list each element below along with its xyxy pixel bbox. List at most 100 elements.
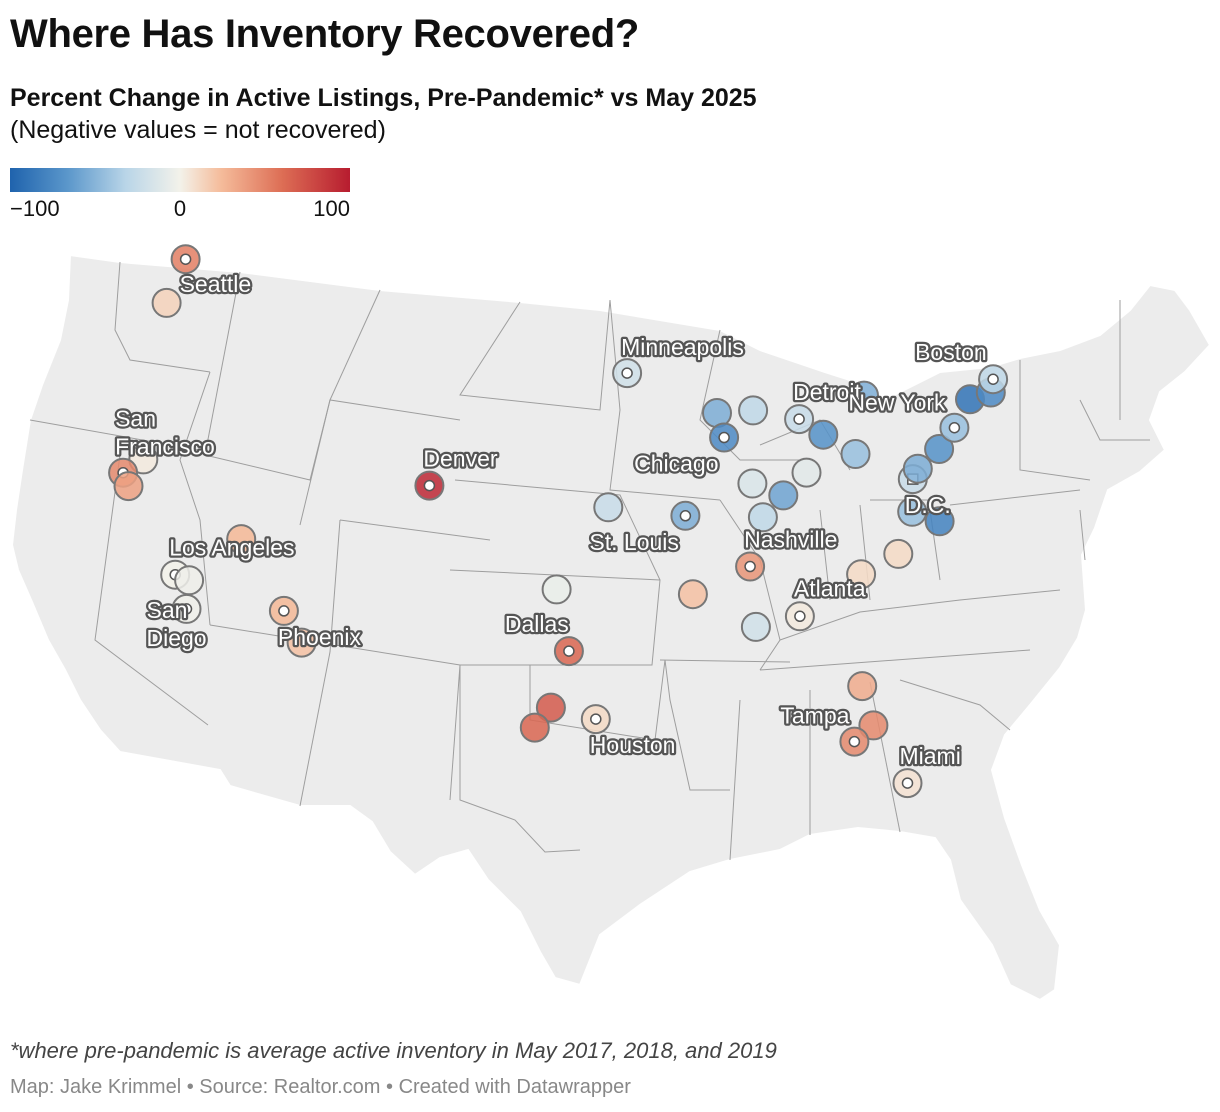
state-border-line <box>299 651 331 807</box>
legend-gradient-bar <box>10 168 350 192</box>
state-border-line <box>449 664 461 801</box>
city-label-miami: Miami <box>900 743 961 769</box>
metro-dot-las-vegas[interactable] <box>226 524 257 555</box>
metro-dot-kansas-city[interactable] <box>593 492 624 523</box>
metro-dot-buffalo[interactable] <box>849 380 879 411</box>
city-marker-st-louis <box>679 510 692 522</box>
city-marker-miami <box>901 777 914 789</box>
metro-dot-louisville[interactable] <box>747 502 778 533</box>
city-marker-boston <box>987 373 999 385</box>
metro-dot-portland[interactable] <box>151 287 182 318</box>
state-border-line <box>114 261 211 373</box>
metro-dot-austin[interactable] <box>535 692 566 723</box>
state-border-line <box>29 419 211 453</box>
city-marker-san-diego <box>180 603 193 615</box>
state-border-line <box>759 649 1031 671</box>
state-border-line <box>329 289 381 401</box>
state-border-line <box>899 679 1011 731</box>
us-basemap <box>10 253 1212 1002</box>
contiguous-us-outline <box>10 253 1212 1002</box>
city-label-dc: D.C. <box>905 492 951 518</box>
city-label-st-louis: St. Louis <box>589 529 679 555</box>
state-border-line <box>339 519 491 541</box>
city-label-houston: Houston <box>590 732 676 758</box>
city-marker-minneapolis <box>621 367 633 379</box>
state-border-line <box>659 659 791 663</box>
city-label-minneapolis: Minneapolis <box>621 334 744 360</box>
metro-dot-indianapolis[interactable] <box>737 468 768 499</box>
city-label-san-francisco: Francisco <box>115 434 215 460</box>
city-label-dallas: Dallas <box>505 611 569 637</box>
legend-max-label: 100 <box>313 196 350 221</box>
city-label-detroit: Detroit <box>793 379 861 405</box>
metro-dot-oklahoma-city[interactable] <box>541 574 572 605</box>
city-marker-dallas <box>563 645 575 657</box>
city-label-denver: Denver <box>423 446 497 472</box>
city-marker-atlanta <box>794 610 806 623</box>
state-border-line <box>869 681 901 833</box>
metro-dot-richmond[interactable] <box>897 496 928 527</box>
state-border-line <box>1079 509 1086 561</box>
source-byline: Map: Jake Krimmel • Source: Realtor.com … <box>10 1076 631 1098</box>
state-border-line <box>759 419 851 471</box>
metro-dot-pittsburgh[interactable] <box>840 439 871 469</box>
city-label-san-diego: Diego <box>147 625 207 651</box>
city-label-san-diego: San <box>147 597 188 623</box>
metro-dot-columbus[interactable] <box>791 457 822 488</box>
state-border-line <box>459 299 611 411</box>
metro-dot-orlando[interactable] <box>858 710 889 741</box>
chart-title: Where Has Inventory Recovered? <box>10 12 639 56</box>
city-label-san-francisco: San <box>115 406 156 432</box>
state-border-line <box>1079 399 1150 441</box>
footnote: *where pre-pandemic is average active in… <box>10 1038 777 1063</box>
metro-dot-birmingham[interactable] <box>740 611 771 642</box>
city-marker-nashville <box>744 560 756 573</box>
state-border-line <box>1019 360 1091 481</box>
state-border-line <box>719 499 781 671</box>
state-border-line <box>459 665 581 853</box>
city-label-chicago: Chicago <box>634 451 718 477</box>
metro-dot-cleveland[interactable] <box>808 419 839 450</box>
metro-dot-raleigh[interactable] <box>883 538 914 569</box>
state-border-line <box>179 371 211 626</box>
metro-dot-jacksonville[interactable] <box>847 671 878 702</box>
metro-dot-cincinnati[interactable] <box>768 480 799 511</box>
city-marker-denver <box>423 479 436 492</box>
metro-dot-riverside[interactable] <box>174 565 205 596</box>
city-marker-tampa <box>848 735 861 748</box>
state-border-line <box>94 454 209 726</box>
metro-dot-grand-rapids[interactable] <box>738 395 769 426</box>
city-label-tampa: Tampa <box>780 703 849 729</box>
metro-dot-virginia-beach[interactable] <box>924 506 955 537</box>
chart-subtitle: Percent Change in Active Listings, Pre-P… <box>10 84 757 112</box>
legend-min-label: −100 <box>10 196 60 221</box>
city-marker-new-york <box>948 421 961 434</box>
state-border-line <box>729 699 741 861</box>
metro-dot-san-antonio[interactable] <box>519 712 550 743</box>
state-border-line <box>204 271 241 456</box>
state-border-line <box>609 299 721 501</box>
legend-labels: −100 0 100 <box>10 196 350 224</box>
city-label-phoenix: Phoenix <box>278 624 362 650</box>
city-label-los-angeles: Los Angeles <box>169 535 294 561</box>
metro-dot-charlotte[interactable] <box>846 559 877 590</box>
legend-mid-label: 0 <box>173 196 187 221</box>
metro-dot-baltimore[interactable] <box>902 453 933 484</box>
metro-dots <box>108 244 1009 799</box>
state-border-line <box>664 659 730 791</box>
city-marker-houston <box>590 713 602 725</box>
metro-dot-memphis[interactable] <box>677 579 708 610</box>
state-border-line <box>779 589 1061 641</box>
metro-dot-philadelphia[interactable] <box>924 434 955 464</box>
metro-dot-san-jose[interactable] <box>113 471 144 502</box>
city-marker-seattle <box>179 253 192 265</box>
state-border-line <box>329 519 341 653</box>
city-marker-detroit <box>793 413 805 425</box>
state-border-line <box>949 489 1081 506</box>
city-label-boston: Boston <box>915 339 987 365</box>
city-label-seattle: Seattle <box>180 271 252 297</box>
city-marker-chicago <box>718 431 730 444</box>
metro-dot-tucson[interactable] <box>286 627 317 658</box>
